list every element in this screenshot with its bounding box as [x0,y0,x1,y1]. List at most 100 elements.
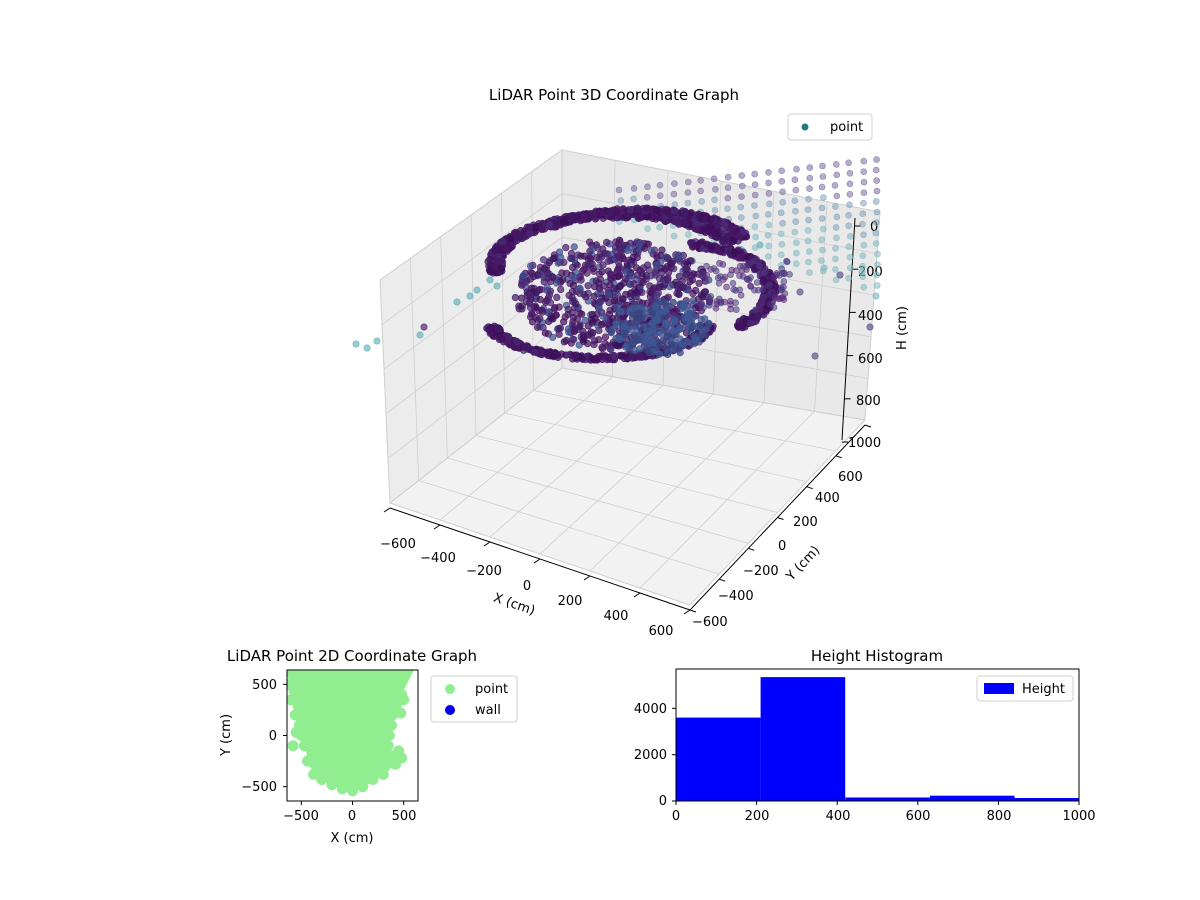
data-point [336,783,348,795]
data-point [493,282,501,290]
data-point [716,259,723,267]
grid-line [389,367,563,504]
data-point [690,270,698,278]
y-tick-mark [719,578,726,582]
data-point [832,161,840,168]
data-point [737,203,745,211]
data-point [690,313,698,321]
data-point [704,320,713,328]
data-point [836,271,844,279]
data-point [308,768,320,780]
data-point [818,257,825,264]
data-point [740,262,747,270]
data-point [628,305,636,313]
legend-3d: point [787,113,873,141]
data-point [738,172,746,179]
grid-line [440,236,448,459]
data-point [646,282,654,290]
data-point [723,283,730,291]
data-point [819,225,827,233]
data-point [730,286,738,293]
data-point [535,220,543,228]
data-point [622,351,630,359]
x-tick-label: −600 [380,537,416,552]
grid-line [561,367,866,421]
data-point [595,279,603,287]
data-point [779,199,787,206]
data-point [656,181,664,189]
grid-line [500,193,506,414]
data-point [777,284,785,292]
data-point [599,261,607,269]
data-point [732,267,740,274]
histogram-title: Height Histogram [811,647,943,665]
legend-2d-wall-marker [445,705,455,715]
data-point [724,194,732,202]
data-point [552,279,561,287]
data-point [727,226,735,234]
data-point [311,714,323,726]
data-point [302,755,313,767]
data-point [626,206,634,214]
data-point [724,173,732,181]
data-point [615,283,624,291]
data-point [595,207,603,215]
data-point [860,231,867,238]
data-point [832,224,840,231]
data-point [298,740,310,752]
data-point [793,165,800,173]
scatter-2d-points [287,670,414,797]
data-point [873,282,881,289]
data-point [596,298,604,306]
data-point [587,328,595,336]
data-point [636,309,644,317]
data-point [568,288,577,296]
data-point [614,252,622,260]
data-point [792,239,800,246]
data-point [765,169,772,176]
data-point [540,264,549,273]
data-point [818,236,826,243]
data-point [306,670,318,681]
data-point [653,252,661,260]
data-point [628,314,637,322]
legend-2d: point wall [430,675,518,723]
data-point [778,241,786,248]
y-tick-label: 500 [252,678,277,693]
data-point [594,244,602,252]
legend-histogram: Height [976,675,1074,702]
data-point [703,240,711,248]
data-point [711,196,718,204]
data-point [663,263,671,271]
data-point [497,264,505,272]
data-point [525,290,533,299]
data-point [845,243,853,251]
data-point [570,243,578,251]
data-point [804,227,812,234]
grid-line [561,149,881,213]
data-point [669,257,677,266]
data-point [491,263,499,271]
data-point [578,355,586,363]
data-point [593,254,601,262]
data-point [617,197,625,204]
data-point [484,258,492,266]
data-point [846,170,854,177]
data-point [570,274,578,282]
data-point [539,256,548,264]
data-point [845,159,852,167]
data-point [663,206,672,214]
data-point [613,291,622,299]
data-point [287,678,295,690]
data-point [525,223,534,231]
y-tick-label: −400 [718,589,754,604]
data-point [540,278,548,286]
y-tick-mark [777,517,784,520]
data-point [526,275,534,283]
data-point [615,186,623,194]
data-point [416,331,424,339]
data-point [751,223,759,230]
chart-3d-title: LiDAR Point 3D Coordinate Graph [489,86,739,104]
data-point [295,683,307,695]
